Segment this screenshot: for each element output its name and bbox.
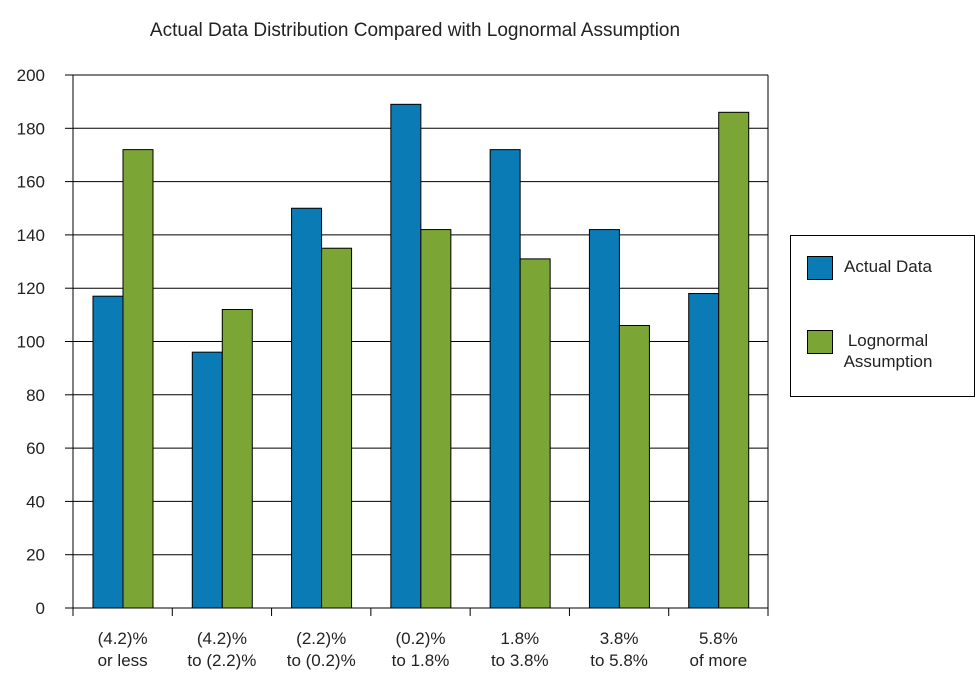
y-tick-label: 200	[17, 66, 45, 85]
bar	[420, 229, 452, 609]
legend-swatch	[807, 330, 833, 354]
legend-label: Actual Data	[844, 257, 932, 276]
bar	[221, 309, 253, 609]
bar	[489, 149, 521, 609]
bar	[191, 351, 223, 609]
x-tick-label: to 3.8%	[491, 651, 549, 670]
bar	[390, 103, 422, 609]
x-tick-label: 1.8%	[500, 629, 539, 648]
legend: Actual Data Lognormal Assumption	[790, 235, 975, 397]
x-tick-label: or less	[98, 651, 148, 670]
x-tick-label: (4.2)%	[98, 629, 148, 648]
x-tick-label: to 5.8%	[590, 651, 648, 670]
chart-title: Actual Data Distribution Compared with L…	[150, 20, 680, 41]
y-tick-label: 180	[17, 119, 45, 138]
bar	[618, 325, 650, 609]
y-tick-label: 0	[36, 599, 45, 618]
y-tick-label: 140	[17, 226, 45, 245]
x-tick-label: (2.2)%	[296, 629, 346, 648]
bar	[519, 258, 551, 609]
y-tick-label: 60	[26, 439, 45, 458]
legend-swatch	[807, 256, 833, 280]
bar	[122, 149, 154, 609]
x-tick-label: to (0.2)%	[287, 651, 356, 670]
y-tick-label: 80	[26, 386, 45, 405]
legend-item: Actual Data	[807, 256, 943, 280]
bar	[688, 293, 720, 609]
x-tick-label: (4.2)%	[197, 629, 247, 648]
bar	[718, 111, 750, 609]
bar	[321, 247, 353, 609]
x-tick-label: (0.2)%	[395, 629, 445, 648]
bar	[588, 229, 620, 609]
x-tick-label: 5.8%	[699, 629, 738, 648]
x-tick-label: to 1.8%	[392, 651, 450, 670]
y-tick-label: 100	[17, 333, 45, 352]
x-tick-label: 3.8%	[600, 629, 639, 648]
y-tick-label: 40	[26, 492, 45, 511]
legend-label: Lognormal Assumption	[843, 331, 933, 371]
x-tick-label: of more	[690, 651, 748, 670]
bar	[92, 295, 124, 609]
x-tick-label: to (2.2)%	[187, 651, 256, 670]
bar	[291, 207, 323, 609]
y-tick-label: 120	[17, 279, 45, 298]
y-tick-label: 160	[17, 173, 45, 192]
y-tick-label: 20	[26, 546, 45, 565]
legend-item: Lognormal Assumption	[807, 330, 943, 372]
